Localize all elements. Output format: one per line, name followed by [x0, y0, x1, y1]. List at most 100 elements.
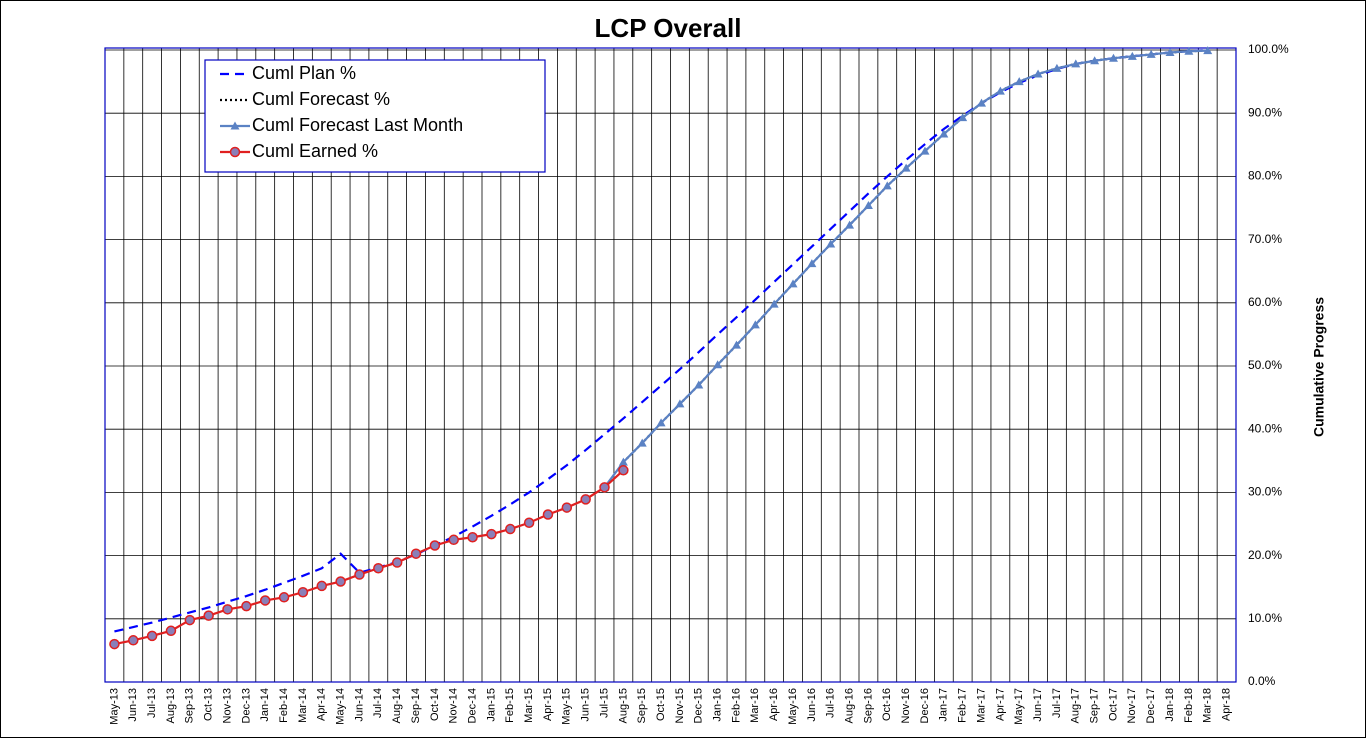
point-marker: [316, 580, 328, 592]
point-marker: [863, 200, 873, 209]
plot-area: [104, 47, 1237, 683]
x-tick-label: Mar-16: [749, 688, 761, 723]
x-tick-label: Sep-14: [410, 688, 422, 723]
x-tick-label: Oct-14: [429, 688, 441, 721]
x-tick-label: May-16: [787, 688, 799, 725]
point-marker: [128, 635, 139, 646]
point-marker: [995, 86, 1005, 95]
x-tick-label: Jan-15: [485, 688, 497, 722]
point-marker: [1108, 53, 1118, 62]
x-tick-label: Apr-16: [768, 688, 780, 721]
x-tick-label: Jul-13: [146, 688, 158, 718]
point-marker: [561, 502, 573, 513]
point-marker: [939, 129, 949, 138]
x-tick-label: Feb-15: [504, 688, 516, 723]
point-marker: [1203, 46, 1213, 55]
x-tick-label: Apr-18: [1220, 688, 1232, 721]
x-tick-label: Nov-16: [900, 688, 912, 723]
x-tick-label: Jun-17: [1032, 688, 1044, 722]
x-tick-label: Sep-13: [184, 688, 196, 723]
point-marker: [523, 517, 535, 528]
legend-label: Cuml Plan %: [252, 63, 356, 83]
point-marker: [637, 438, 647, 447]
x-tick-label: Jan-16: [712, 688, 724, 722]
point-marker: [146, 630, 158, 642]
x-tick-label: Dec-17: [1145, 688, 1157, 723]
legend-label: Cuml Forecast %: [252, 89, 390, 109]
y-tick-label: 70.0%: [1248, 232, 1282, 246]
point-marker: [429, 540, 441, 551]
x-tick-label: May-17: [1013, 688, 1025, 725]
y-tick-label: 40.0%: [1248, 421, 1282, 435]
x-tick-label: Feb-18: [1183, 688, 1195, 723]
point-marker: [391, 557, 403, 568]
x-tick-label: Nov-15: [674, 688, 686, 723]
x-tick-label: May-13: [108, 688, 120, 725]
point-marker: [335, 576, 346, 587]
point-marker: [1127, 51, 1137, 60]
legend-box: [204, 59, 546, 173]
point-marker: [1184, 46, 1194, 55]
y-tick-label: 60.0%: [1248, 295, 1282, 309]
point-marker: [845, 220, 855, 229]
x-tick-label: Dec-14: [466, 688, 478, 723]
point-marker: [1052, 63, 1062, 72]
x-tick-label: Aug-17: [1070, 688, 1082, 723]
x-tick-label: Sep-15: [636, 688, 648, 723]
x-tick-label: Nov-13: [221, 688, 233, 723]
point-marker: [165, 625, 177, 637]
legend: Cuml Plan % Cuml Forecast % Cuml Forecast …: [204, 59, 546, 173]
x-tick-label: Mar-14: [297, 688, 309, 723]
x-tick-label: Nov-17: [1126, 688, 1138, 723]
x-tick-label: May-15: [561, 688, 573, 725]
point-marker: [229, 146, 241, 158]
point-marker: [731, 340, 741, 349]
x-tick-label: Aug-14: [391, 688, 403, 723]
point-marker: [769, 299, 779, 308]
point-marker: [373, 562, 384, 574]
x-tick-label: Dec-16: [919, 688, 931, 723]
point-marker: [901, 163, 911, 172]
y-tick-label: 90.0%: [1248, 105, 1282, 119]
x-tick-label: Oct-17: [1107, 688, 1119, 721]
x-tick-label: Jun-14: [353, 688, 365, 722]
point-marker: [618, 457, 628, 466]
x-tick-label: Apr-14: [316, 688, 328, 721]
point-marker: [713, 360, 723, 369]
point-marker: [278, 592, 290, 603]
point-marker: [1165, 48, 1175, 57]
point-marker: [977, 98, 987, 107]
x-tick-label: Dec-13: [240, 688, 252, 723]
point-marker: [599, 482, 610, 493]
x-tick-label: May-14: [335, 688, 347, 725]
x-tick-label: Jul-14: [372, 688, 384, 718]
x-tick-label: Feb-14: [278, 688, 290, 723]
x-tick-label: Jan-18: [1164, 688, 1176, 722]
point-marker: [297, 587, 309, 598]
point-marker: [618, 465, 629, 476]
x-tick-label: Oct-16: [881, 688, 893, 721]
x-tick-label: Mar-18: [1202, 688, 1214, 723]
point-marker: [222, 604, 233, 615]
y-tick-label: 10.0%: [1248, 611, 1282, 625]
x-tick-label: Apr-17: [994, 688, 1006, 721]
y-tick-label: 50.0%: [1248, 358, 1282, 372]
point-marker: [448, 534, 459, 546]
x-tick-label: Feb-16: [730, 688, 742, 723]
series-line: [114, 48, 1208, 633]
x-tick-label: Jul-16: [825, 688, 837, 718]
point-marker: [1033, 69, 1043, 78]
y-tick-label: 30.0%: [1248, 485, 1282, 499]
x-tick-label: Aug-16: [843, 688, 855, 723]
point-marker: [958, 113, 968, 122]
y-tick-label: 80.0%: [1248, 169, 1282, 183]
x-tick-label: Oct-13: [203, 688, 215, 721]
point-marker: [1146, 49, 1156, 58]
x-tick-label: Dec-15: [693, 688, 705, 723]
point-marker: [807, 259, 817, 268]
legend-label: Cuml Earned %: [252, 141, 378, 161]
x-tick-label: Jan-14: [259, 688, 271, 722]
x-tick-label: Feb-17: [957, 688, 969, 723]
point-marker: [354, 569, 365, 580]
